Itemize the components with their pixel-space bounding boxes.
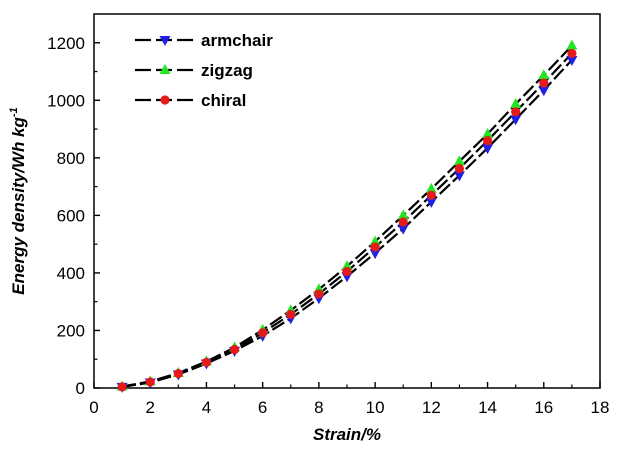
x-tick-label: 10 [366, 398, 385, 417]
data-point-armchair [566, 56, 578, 67]
data-point-chiral [539, 78, 549, 88]
legend: armchair zigzag chiral [135, 31, 273, 110]
y-tick-label: 200 [57, 321, 85, 340]
data-point-chiral [398, 217, 408, 227]
data-point-chiral [426, 190, 436, 200]
data-point-chiral [173, 369, 183, 379]
series-lines [121, 44, 573, 388]
data-point-chiral [117, 382, 127, 392]
x-tick-label: 16 [534, 398, 553, 417]
y-tick-label: 0 [76, 379, 85, 398]
data-point-chiral [342, 266, 352, 277]
data-point-chiral [201, 357, 212, 367]
data-point-armchair [453, 171, 465, 182]
data-point-zigzag [566, 39, 578, 50]
series-line-zigzag [121, 44, 573, 388]
y-tick-label: 600 [57, 206, 85, 225]
y-tick-label: 400 [57, 264, 85, 283]
data-point-armchair [425, 197, 437, 208]
data-point-chiral [145, 377, 155, 387]
data-point-chiral [511, 107, 521, 117]
y-axis-ticks: 0 200 400 600 800 1000 1200 [47, 34, 100, 398]
data-point-chiral [370, 242, 380, 252]
y-tick-label: 1000 [47, 91, 85, 110]
x-tick-label: 4 [202, 398, 211, 417]
data-point-zigzag [510, 98, 522, 109]
y-tick-label: 800 [57, 149, 85, 168]
data-point-chiral [454, 163, 465, 174]
x-tick-label: 6 [258, 398, 267, 417]
data-point-chiral [482, 135, 493, 146]
data-point-chiral [258, 328, 268, 338]
y-axis-title-superscript: -1 [8, 107, 20, 117]
legend-marker-chiral [160, 95, 170, 105]
x-tick-label: 0 [89, 398, 98, 417]
x-tick-label: 14 [478, 398, 497, 417]
x-tick-label: 8 [314, 398, 323, 417]
x-tick-label: 18 [591, 398, 610, 417]
data-point-zigzag [538, 69, 550, 80]
series-line-armchair [121, 59, 573, 388]
data-point-zigzag [453, 155, 465, 166]
data-point-chiral [286, 309, 296, 319]
x-tick-label: 12 [422, 398, 441, 417]
data-point-armchair [369, 249, 381, 260]
data-point-armchair [510, 115, 522, 126]
data-point-chiral [567, 48, 577, 59]
data-point-armchair [397, 224, 409, 235]
data-point-zigzag [397, 209, 409, 220]
x-axis-title: Strain/% [313, 425, 381, 444]
y-axis-title-main: Energy density/Wh kg [9, 116, 28, 294]
legend-label-zigzag: zigzag [201, 61, 253, 80]
y-axis-title: Energy density/Wh kg-1 [8, 107, 28, 294]
data-point-zigzag [425, 182, 437, 193]
x-axis-ticks: 0 2 4 6 8 10 12 14 16 18 [89, 382, 609, 417]
legend-marker-zigzag [159, 64, 171, 74]
data-point-armchair [538, 86, 550, 97]
series-markers [116, 39, 578, 393]
legend-label-armchair: armchair [201, 31, 273, 50]
data-point-zigzag [369, 235, 381, 246]
legend-marker-armchair [159, 36, 171, 46]
data-point-armchair [482, 144, 494, 155]
x-tick-label: 2 [145, 398, 154, 417]
series-line-chiral [121, 52, 573, 388]
data-point-chiral [314, 289, 324, 299]
data-point-chiral [229, 344, 240, 355]
data-point-zigzag [482, 127, 494, 138]
y-tick-label: 1200 [47, 34, 85, 53]
legend-label-chiral: chiral [201, 91, 246, 110]
